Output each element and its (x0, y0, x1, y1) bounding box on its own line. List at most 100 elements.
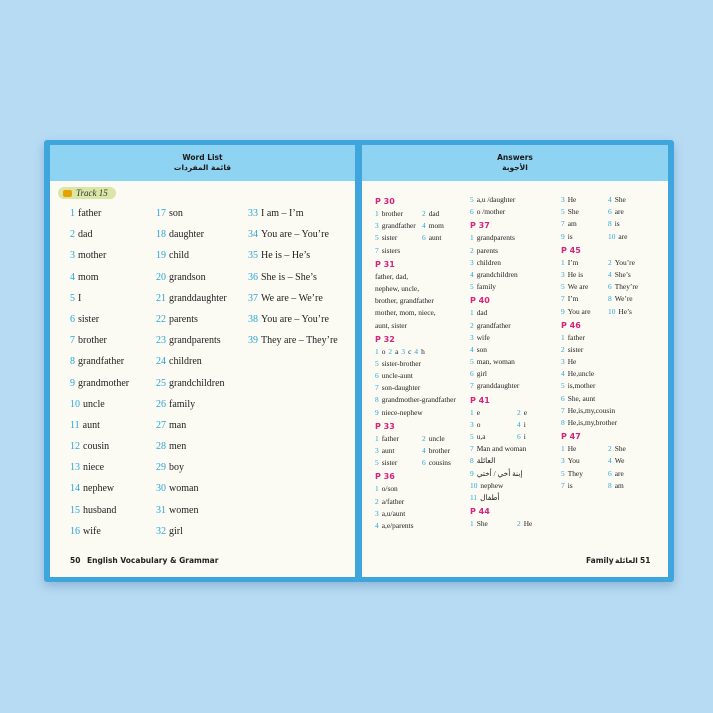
answer-number: 6 (422, 233, 426, 243)
answer-item: 7 I’m (561, 294, 608, 306)
answer-item: 3 grandfather (375, 221, 422, 233)
answer-text: e (476, 407, 480, 417)
section-heading: P 36 (375, 472, 467, 481)
answer-text: is (614, 219, 620, 229)
answer-number: 6 (608, 207, 612, 217)
answer-item: 1 dad (470, 308, 517, 320)
answer-number: 2 (517, 407, 521, 417)
word-number: 21 (156, 292, 166, 304)
answer-number: 1 (561, 257, 565, 267)
word-text: wife (83, 525, 101, 537)
answer-item: 2 You’re (608, 258, 655, 270)
answer-row: 1 father (561, 333, 653, 345)
answer-text: He,is,my,brother (567, 418, 618, 427)
word-text: mother (78, 250, 107, 262)
answer-text: a/father (381, 496, 405, 506)
word-text: father (78, 208, 102, 219)
answer-row: 8 grandmother-grandfather (375, 395, 467, 407)
answer-text: Man and woman (476, 444, 527, 454)
word-text: We are – We’re (261, 292, 323, 304)
answer-row: 4 son (470, 345, 562, 357)
answer-row: 5 We are 6 They’re (561, 282, 653, 294)
answer-line: aunt, sister (375, 321, 467, 333)
page-header: Answers الأجوبة (362, 145, 668, 181)
word-row: 25 grandchildren (156, 378, 227, 399)
answer-number: 10 (608, 231, 616, 241)
answer-text: am (567, 219, 577, 229)
answer-row: 3 children (470, 258, 562, 270)
answer-item: 11 أطفال (470, 493, 517, 505)
answer-number: 7 (561, 480, 565, 490)
answer-row: 3 aunt 4 brother (375, 446, 467, 458)
word-number: 33 (248, 208, 258, 219)
answer-row: 1 I’m 2 You’re (561, 258, 653, 270)
section-title: P 32 (375, 334, 395, 344)
answer-number: 8 (375, 395, 379, 405)
answer-text: c (408, 346, 412, 356)
answer-number: 4 (470, 344, 474, 354)
answer-row: 6 She, aunt (561, 394, 653, 406)
answer-item: 5 man, woman (470, 357, 517, 369)
word-row: 21 granddaughter (156, 293, 227, 314)
section-title: P 41 (470, 395, 490, 405)
answer-text: uncle-aunt (381, 371, 413, 381)
answer-column: 5 a,u /daughter 6 o /mother P 37 1 grandparent… (470, 195, 562, 531)
answer-number: 4 (608, 456, 612, 466)
answer-number: 7 (561, 219, 565, 229)
answer-number: 6 (561, 393, 565, 403)
answer-number: 3 (561, 357, 565, 367)
answer-number: 1 (470, 308, 474, 318)
word-number: 3 (70, 250, 75, 262)
section-heading: P 30 (375, 197, 467, 206)
answer-text: He (567, 357, 577, 367)
section-heading: P 31 (375, 260, 467, 269)
answer-text: father, dad, (375, 271, 409, 281)
word-number: 30 (156, 483, 166, 495)
section-title: P 31 (375, 259, 395, 269)
answer-number: 7 (375, 383, 379, 393)
answer-item: 8 We’re (608, 294, 655, 306)
answer-number: 8 (561, 418, 565, 427)
answer-row: 3 a,u/aunt (375, 509, 467, 521)
answer-number: 3 (470, 332, 474, 342)
answer-number: 9 (375, 407, 379, 417)
word-row: 28 men (156, 441, 227, 462)
answer-row: 1 o/son (375, 484, 467, 496)
word-row: 18 daughter (156, 229, 227, 250)
word-number: 19 (156, 250, 166, 262)
track-label: Track 15 (58, 187, 116, 199)
answer-row: 3 He 4 She (561, 195, 653, 207)
answer-text: He (523, 519, 533, 529)
answer-number: 7 (561, 405, 565, 415)
answer-number: 3 (561, 195, 565, 204)
answer-number: 6 (608, 468, 612, 478)
word-number: 25 (156, 377, 166, 389)
answer-row: 4 grandchildren (470, 270, 562, 282)
word-text: dad (78, 229, 93, 241)
answer-text: We (614, 456, 625, 466)
answer-text: She, aunt (567, 393, 596, 403)
word-number: 39 (248, 335, 258, 347)
section-title: P 36 (375, 472, 395, 482)
word-text: mom (78, 271, 99, 283)
answer-text: is,mother (567, 381, 596, 391)
answer-number: 2 (422, 433, 426, 443)
answer-item: 1 He (561, 444, 608, 456)
answer-item: 5 They (561, 469, 608, 481)
answer-row: 3 wife (470, 333, 562, 345)
word-text: women (169, 504, 199, 516)
word-text: husband (83, 504, 117, 516)
answer-item: 9 niece-nephew (375, 408, 423, 420)
answer-text: grandfather (381, 221, 416, 231)
answer-text: We are (567, 282, 589, 292)
answer-text: i (523, 419, 526, 429)
answer-text: I’m (567, 257, 579, 267)
answer-text: grandmother-grandfather (381, 395, 456, 405)
word-row: 17 son (156, 208, 227, 229)
word-text: You are – You’re (261, 313, 329, 325)
answer-item: 3 He is (561, 270, 608, 282)
answer-item: 7 He,is,my,cousin (561, 406, 615, 418)
answer-line: mother, mom, niece, (375, 308, 467, 320)
